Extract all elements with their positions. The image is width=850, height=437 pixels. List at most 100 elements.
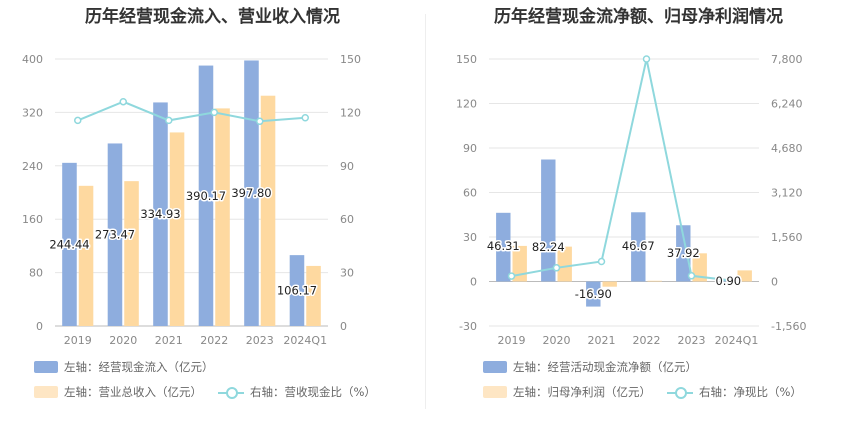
bar-2021 xyxy=(586,281,601,307)
data-label-2021: 334.93 xyxy=(140,207,180,221)
data-label-2023: 37.92 xyxy=(667,246,700,260)
net-cash-profit-chart: 历年经营现金流净额、归母净利润情况 -30 0 30 60 90 120 150 -1,560… xyxy=(427,0,850,437)
y-left-tick-label: 320 xyxy=(22,106,43,119)
x-tick-label: 2024Q1 xyxy=(283,334,327,347)
bar-2023 xyxy=(676,225,691,282)
y-left-tick-label: 90 xyxy=(463,142,477,155)
legend-label: 右轴：营收现金比（%） xyxy=(250,385,376,399)
y-left-tick-label: 0 xyxy=(36,320,43,333)
x-tick-label: 2020 xyxy=(109,334,137,347)
legend-label: 右轴：净现比（%） xyxy=(699,385,802,399)
legend-swatch-orange xyxy=(483,386,507,398)
ratio-point-2023 xyxy=(687,272,696,280)
x-tick-label: 2023 xyxy=(678,334,706,347)
legend-item-revenue[interactable]: 左轴：营业总收入（亿元） xyxy=(34,384,202,400)
ratio-point-2024Q1 xyxy=(301,113,309,122)
legend-swatch-blue xyxy=(483,361,507,373)
ratio-point-2020 xyxy=(552,264,561,272)
ratio-point-2019 xyxy=(74,116,82,125)
net-cash-profit-plot: -30 0 30 60 90 120 150 -1,560 0 1,560 3,120 4,680 6,… xyxy=(456,53,806,347)
x-tick-label: 2023 xyxy=(246,334,274,347)
y-left-tick-label: 80 xyxy=(29,267,43,280)
legend-label: 左轴：营业总收入（亿元） xyxy=(64,385,202,399)
data-label-2024Q1: 106.17 xyxy=(277,284,317,298)
bar-2023 xyxy=(260,95,276,327)
data-label-2022: 46.67 xyxy=(622,239,655,253)
y-right-tick-label: 0 xyxy=(771,276,778,289)
bar-2020 xyxy=(107,143,123,326)
bar-2020 xyxy=(557,246,572,282)
ratio-point-2020 xyxy=(119,97,127,106)
bar-2020 xyxy=(124,181,139,326)
legend-item-net-profit[interactable]: 左轴：归母净利润（亿元） xyxy=(483,384,651,400)
bar-2021 xyxy=(153,102,168,326)
chart-title: 历年经营现金流入、营业收入情况 xyxy=(85,7,340,27)
bar-2021 xyxy=(602,281,617,287)
y-right-tick-label: 0 xyxy=(340,320,347,333)
y-left-tick-label: 60 xyxy=(463,187,477,200)
bar-2022 xyxy=(647,280,662,282)
bar-2022 xyxy=(215,108,230,327)
bar-2019 xyxy=(496,212,511,282)
y-right-tick-label: 60 xyxy=(340,213,354,226)
bar-2022 xyxy=(198,65,214,326)
data-label-2019: 46.31 xyxy=(487,239,520,253)
legend-swatch-line xyxy=(667,386,693,399)
y-left-tick-label: 120 xyxy=(456,98,477,111)
legend-item-net-cash-flow[interactable]: 左轴：经营活动现金流净额（亿元） xyxy=(483,359,697,375)
y-right-tick-label: 3,120 xyxy=(771,187,803,200)
ratio-point-2022 xyxy=(642,55,651,63)
bar-2024Q1 xyxy=(737,270,752,282)
x-tick-label: 2019 xyxy=(64,334,92,347)
data-label-2020: 273.47 xyxy=(95,228,135,242)
legend-item-net-cash-ratio[interactable]: 右轴：净现比（%） xyxy=(667,384,802,400)
y-left-tick-label: 400 xyxy=(22,53,43,66)
ratio-line xyxy=(511,58,737,283)
y-right-tick-label: 1,560 xyxy=(771,231,803,244)
data-label-2019: 244.44 xyxy=(49,237,89,251)
ratio-point-2021 xyxy=(597,257,606,266)
bar-2024Q1 xyxy=(306,265,321,326)
data-label-2023: 397.80 xyxy=(231,186,271,200)
data-label-2022: 390.17 xyxy=(186,189,226,203)
ratio-line xyxy=(77,100,306,123)
legend-swatch-blue xyxy=(34,361,58,373)
x-tick-label: 2021 xyxy=(155,334,183,347)
chart-title: 历年经营现金流净额、归母净利润情况 xyxy=(494,7,783,27)
y-right-tick-label: 30 xyxy=(340,267,354,280)
ratio-point-2021 xyxy=(165,116,173,125)
panel-divider xyxy=(425,14,426,409)
x-tick-label: 2022 xyxy=(200,334,228,347)
bar-2022 xyxy=(631,212,646,282)
ratio-point-2022 xyxy=(210,108,218,117)
bar-2019 xyxy=(62,162,77,326)
bar-2021 xyxy=(169,132,185,326)
x-tick-label: 2019 xyxy=(498,334,526,347)
legend-item-cash-inflow[interactable]: 左轴：经营现金流入（亿元） xyxy=(34,359,214,375)
bar-2020 xyxy=(541,159,556,282)
legend-swatch-line xyxy=(218,386,244,399)
cash-inflow-revenue-plot: 0 80 160 240 320 400 0 30 60 90 120 150 2019 2020 2021… xyxy=(22,53,361,347)
data-label-2020: 82.24 xyxy=(532,240,565,254)
bar-2019 xyxy=(512,245,527,282)
y-right-tick-label: 150 xyxy=(340,53,361,66)
bar-2024Q1 xyxy=(289,255,305,326)
ratio-point-2023 xyxy=(256,117,264,126)
y-left-tick-label: 150 xyxy=(456,53,477,66)
legend-label: 左轴：归母净利润（亿元） xyxy=(513,385,651,399)
bar-2023 xyxy=(692,253,707,282)
y-right-tick-label: 7,800 xyxy=(771,53,803,66)
x-tick-label: 2020 xyxy=(543,334,571,347)
cash-inflow-revenue-chart: 历年经营现金流入、营业收入情况 0 80 160 240 320 400 0 30 60 90 12… xyxy=(22,7,376,400)
y-right-tick-label: 6,240 xyxy=(771,98,803,111)
legend-item-ratio[interactable]: 右轴：营收现金比（%） xyxy=(218,384,376,400)
y-left-tick-label: 30 xyxy=(463,231,477,244)
legend-label: 左轴：经营活动现金流净额（亿元） xyxy=(513,360,697,374)
legend-swatch-orange xyxy=(34,386,58,398)
bar-2023 xyxy=(244,60,259,326)
bar-2019 xyxy=(78,185,94,326)
y-right-tick-label: 4,680 xyxy=(771,142,803,155)
data-label-2024Q1: 0.90 xyxy=(715,274,741,288)
y-left-tick-label: 0 xyxy=(470,276,477,289)
ratio-point-2024Q1 xyxy=(732,277,741,285)
